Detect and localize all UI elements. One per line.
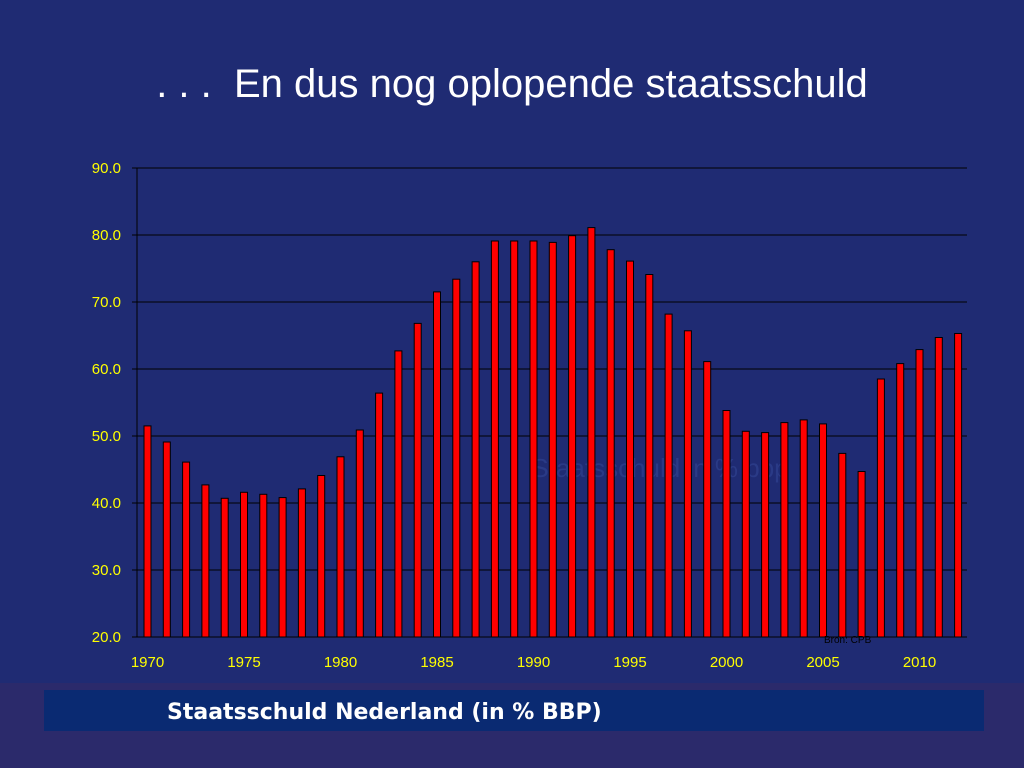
bar-1977: [278, 497, 287, 638]
slide-title: . . . En dus nog oplopende staatsschuld: [156, 62, 868, 106]
caption-box: Staatsschuld Nederland (in % BBP): [44, 690, 984, 731]
y-tick-labels: 20.0 30.0 40.0 50.0 60.0 70.0 80.0 90.0: [92, 160, 121, 646]
bar-1978: [297, 488, 306, 638]
bar-2004: [799, 419, 808, 638]
source-note: Bron: CPB: [824, 635, 872, 646]
bar-1983: [394, 350, 403, 638]
y-tick-label: 80.0: [92, 227, 121, 244]
y-tick-label: 30.0: [92, 562, 121, 579]
bar-2009: [896, 363, 905, 638]
bar-1975: [240, 491, 248, 638]
axes: [136, 168, 967, 638]
bar-1994: [606, 249, 615, 638]
bar-2011: [934, 337, 943, 638]
y-tick-label: 60.0: [92, 361, 121, 378]
bar-1984: [413, 322, 422, 638]
bar-2005: [819, 423, 827, 638]
x-tick-label: 1985: [420, 654, 453, 671]
x-tick-label: 1995: [613, 654, 646, 671]
bar-2003: [780, 422, 789, 638]
y-tick-label: 40.0: [92, 495, 121, 512]
bar-2006: [838, 452, 847, 638]
x-tick-label: 1975: [227, 654, 260, 671]
x-tick-labels: 1970 1975 1980 1985 1990 1995 2000 2005 2010: [131, 654, 936, 671]
chart-caption: Staatsschuld Nederland (in % BBP): [167, 700, 602, 725]
bar-1981: [355, 429, 364, 638]
bar-1976: [259, 493, 268, 638]
bar-1979: [317, 475, 326, 638]
bar-2000: [722, 410, 731, 638]
bar-2007: [857, 471, 866, 638]
bars: [143, 227, 963, 638]
bar-1986: [452, 278, 461, 638]
bar-1990: [529, 240, 538, 638]
x-tick-label: 2000: [710, 654, 743, 671]
bar-chart: Staatsschuld in % bbp 20.030.040.050.060…: [92, 160, 967, 671]
y-tick-label: 50.0: [92, 428, 121, 445]
bar-1999: [703, 361, 712, 638]
bar-2010: [915, 349, 924, 638]
bar-1980: [336, 456, 345, 638]
bar-1992: [568, 235, 577, 638]
bar-1974: [220, 497, 229, 638]
y-tick-label: 20.0: [92, 629, 121, 646]
bar-1970: [143, 425, 152, 638]
bar-1988: [490, 240, 499, 638]
bar-1973: [201, 484, 210, 638]
x-tick-label: 1970: [131, 654, 164, 671]
bar-1987: [471, 261, 480, 638]
bar-2002: [761, 432, 770, 638]
x-tick-label: 2010: [903, 654, 936, 671]
bar-1985: [433, 291, 441, 638]
bar-1997: [664, 313, 673, 638]
x-tick-label: 1990: [517, 654, 550, 671]
bar-1982: [375, 392, 384, 638]
y-tick-label: 70.0: [92, 294, 121, 311]
bar-1998: [683, 330, 692, 638]
bar-1971: [162, 441, 171, 638]
x-tick-label: 2005: [806, 654, 839, 671]
bar-1996: [645, 274, 654, 638]
bar-1991: [548, 241, 557, 638]
bar-2001: [741, 430, 750, 638]
x-tick-label: 1980: [324, 654, 357, 671]
bar-1972: [182, 461, 191, 638]
bar-2008: [876, 378, 885, 638]
bar-1989: [510, 240, 519, 638]
y-tick-label: 90.0: [92, 160, 121, 177]
bar-1995: [626, 260, 634, 638]
bar-2012: [954, 333, 963, 638]
bar-1993: [587, 227, 596, 638]
